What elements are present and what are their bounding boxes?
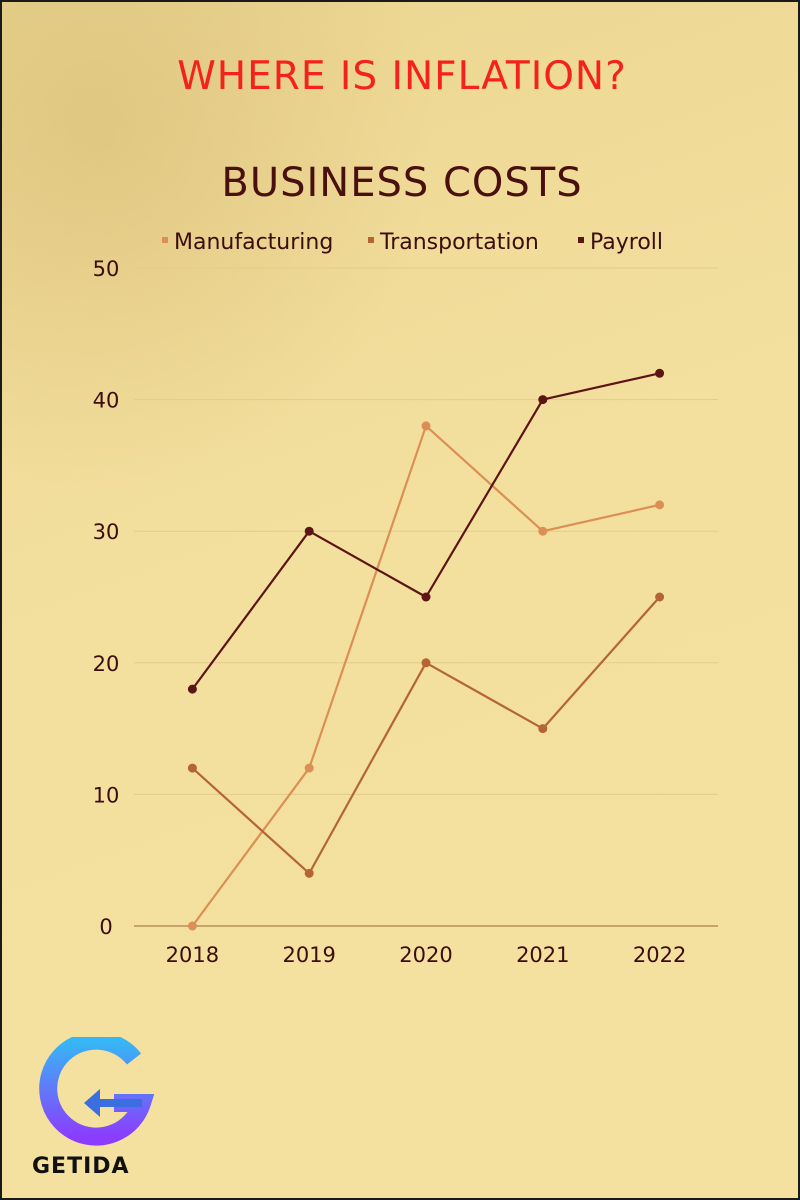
data-point-payroll [304,526,314,536]
data-point-payroll [421,592,431,602]
gridlines [134,267,718,927]
x-tick-label: 2019 [282,943,335,967]
data-point-transportation [655,592,665,602]
series-line-transportation [191,596,661,875]
data-point-manufacturing [187,921,197,931]
headline: WHERE IS INFLATION? [177,54,627,99]
data-point-payroll [187,684,197,694]
legend-marker-manufacturing [162,237,168,243]
getida-logo-icon [39,1037,155,1146]
data-point-transportation [421,658,431,668]
line-chart: Manufacturing Transportation Payroll 0 10 20… [93,230,718,967]
series-manufacturing [187,421,665,931]
legend-label-payroll: Payroll [590,230,663,255]
y-tick-label: 10 [93,783,120,807]
legend-marker-payroll [578,237,584,243]
data-point-payroll [655,368,665,378]
x-axis-ticks: 2018 2019 2020 2021 2022 [166,943,687,967]
data-point-manufacturing [304,763,314,773]
x-tick-label: 2018 [166,943,219,967]
y-tick-label: 30 [93,520,120,544]
x-tick-label: 2021 [516,943,569,967]
x-tick-label: 2020 [399,943,452,967]
x-tick-label: 2022 [633,943,686,967]
y-axis-ticks: 0 10 20 30 40 50 [93,257,120,939]
data-point-manufacturing [655,500,665,510]
y-tick-label: 20 [93,652,120,676]
chart-legend: Manufacturing Transportation Payroll [162,230,663,255]
data-point-payroll [538,395,548,405]
y-tick-label: 40 [93,389,120,413]
data-point-transportation [187,763,197,773]
series-payroll [187,368,665,694]
chart-title: BUSINESS COSTS [221,160,583,206]
legend-label-manufacturing: Manufacturing [174,230,333,255]
legend-marker-transportation [368,237,374,243]
series-transportation [187,592,665,878]
y-tick-label: 0 [99,915,112,939]
data-point-manufacturing [538,526,548,536]
data-point-transportation [304,868,314,878]
y-tick-label: 50 [93,257,120,281]
series-group [187,368,665,931]
legend-label-transportation: Transportation [379,230,539,255]
data-point-transportation [538,724,548,734]
brand-name: GETIDA [32,1154,130,1179]
data-point-manufacturing [421,421,431,431]
